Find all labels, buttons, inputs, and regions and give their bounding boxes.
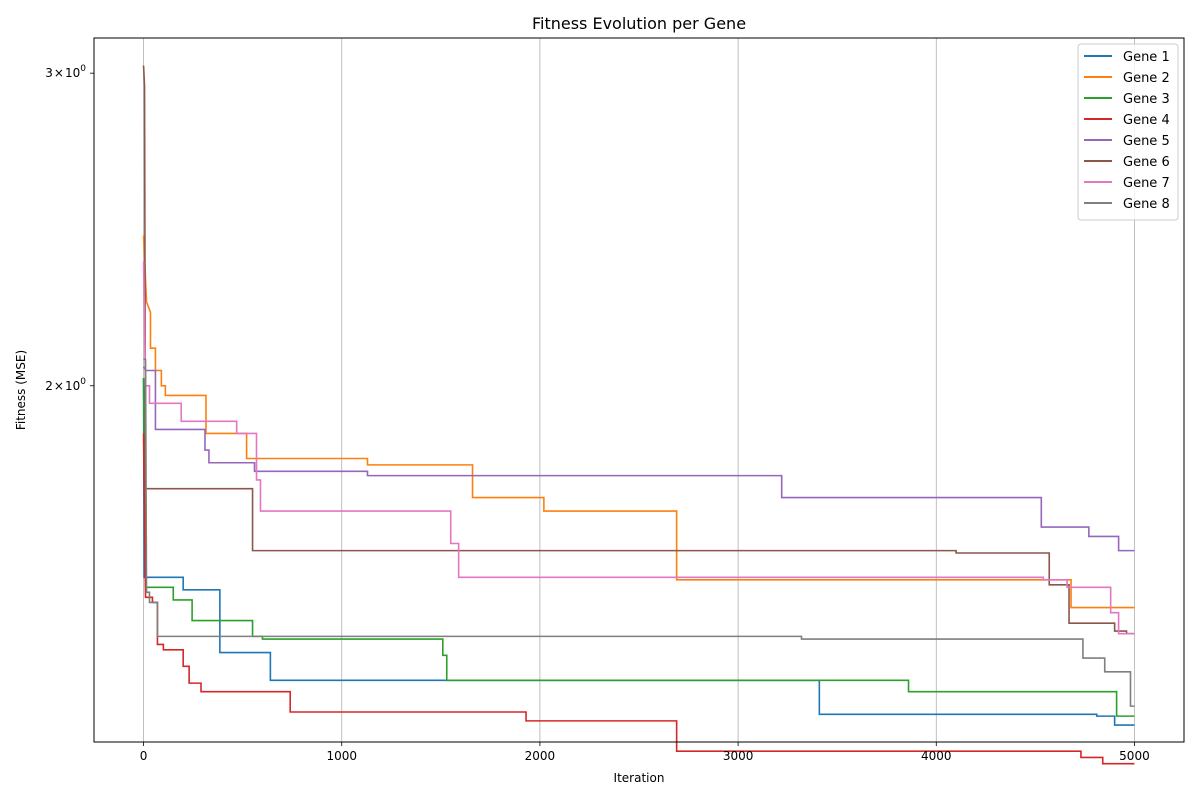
legend-label: Gene 7 [1123,176,1170,191]
series-line-gene-1 [142,378,1135,726]
x-tick-label: 1000 [326,749,357,763]
y-tick-label: 3×100 [45,64,86,80]
y-tick-label-exp: 0 [80,377,86,387]
y-tick-label-mult: × [54,66,64,80]
series-line-gene-6 [142,65,1135,635]
legend-label: Gene 8 [1123,197,1170,212]
legend-box [1077,43,1179,221]
x-tick-label: 0 [140,749,148,763]
legend-label: Gene 1 [1123,50,1170,65]
x-tick-label: 5000 [1119,749,1150,763]
x-axis-label: Iteration [614,771,665,785]
y-tick-label-base: 2 [45,379,53,393]
y-tick-label-pow-base: 10 [65,66,80,80]
legend: Gene 1 Gene 2 Gene 3 Gene 4 Gene 5 Gene 6 Gene… [1077,43,1179,221]
legend-label: Gene 3 [1123,92,1170,107]
chart-title: Fitness Evolution per Gene [532,14,746,33]
series-line-gene-5 [142,366,1135,552]
series-line-gene-8 [143,358,1135,707]
x-tick-label: 4000 [921,749,952,763]
x-tick-label: 2000 [525,749,556,763]
legend-label: Gene 4 [1123,113,1170,128]
y-tick-label-mult: × [54,379,64,393]
legend-label: Gene 6 [1123,155,1170,170]
legend-label: Gene 5 [1123,134,1170,149]
y-tick-label-exp: 0 [80,64,86,74]
series-lines [142,65,1135,765]
grid-lines [143,38,1135,742]
y-tick-label-base: 3 [45,66,53,80]
series-line-gene-7 [142,261,1135,635]
y-tick-label: 2×100 [45,377,86,393]
series-line-gene-3 [142,378,1135,717]
plot-area-frame [93,37,1185,743]
y-tick-label-pow-base: 10 [65,379,80,393]
x-axis-ticks: 0 1000 2000 3000 4000 5000 [140,742,1150,763]
x-tick-label: 3000 [723,749,754,763]
legend-label: Gene 2 [1123,71,1170,86]
y-axis-label: Fitness (MSE) [14,350,28,430]
